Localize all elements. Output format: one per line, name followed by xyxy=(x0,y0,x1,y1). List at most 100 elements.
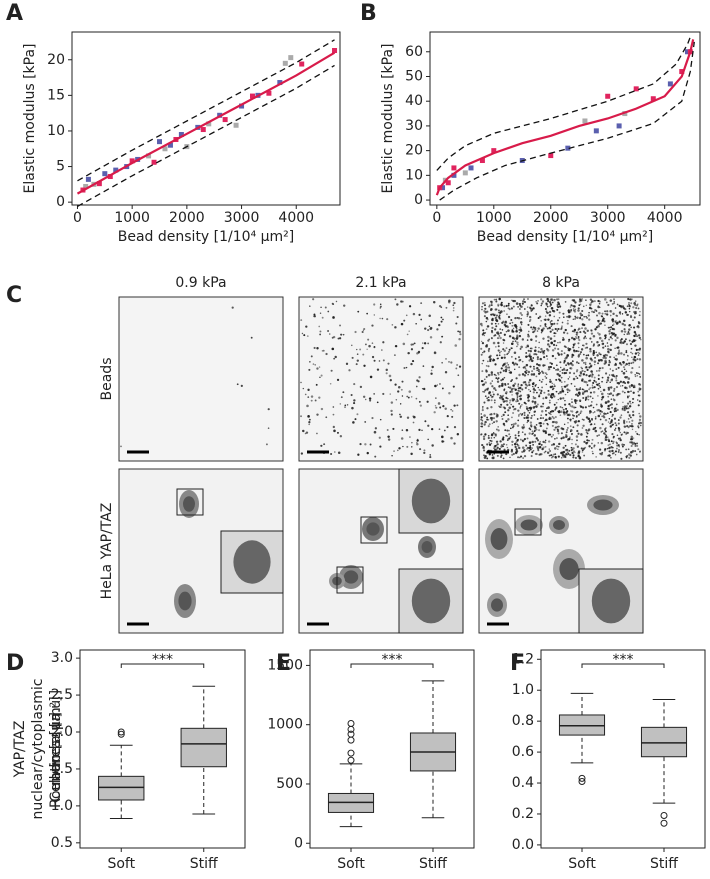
bead xyxy=(574,443,577,446)
bead xyxy=(560,381,563,383)
y-tick-label: 2.0 xyxy=(51,724,73,740)
bead xyxy=(571,443,573,445)
bead xyxy=(392,427,395,430)
bead xyxy=(518,446,521,450)
bead xyxy=(535,405,538,408)
bead xyxy=(596,340,599,344)
bead xyxy=(558,442,561,446)
bead xyxy=(507,329,510,332)
bead xyxy=(442,404,445,408)
bead xyxy=(353,402,356,405)
bead xyxy=(555,437,558,440)
bead xyxy=(593,300,596,303)
bead xyxy=(608,359,611,362)
bead xyxy=(501,378,504,381)
bead xyxy=(510,390,514,393)
bead xyxy=(589,410,592,413)
bead xyxy=(371,342,374,344)
bead xyxy=(390,413,393,416)
bead xyxy=(363,327,366,331)
bead xyxy=(516,317,519,319)
bead xyxy=(424,327,427,330)
bead xyxy=(527,333,530,336)
bead xyxy=(570,446,573,449)
bead xyxy=(427,342,430,345)
bead xyxy=(512,340,514,343)
bead xyxy=(554,328,557,330)
bead xyxy=(563,345,566,348)
bead xyxy=(534,385,537,387)
bead xyxy=(585,337,588,339)
bead xyxy=(609,348,612,352)
y-tick-label: 20 xyxy=(405,143,423,159)
bead xyxy=(591,419,593,421)
data-point xyxy=(468,165,474,171)
bead xyxy=(455,322,458,325)
bead xyxy=(584,446,587,449)
bead xyxy=(509,402,511,404)
bead xyxy=(570,449,573,452)
data-point xyxy=(96,181,102,187)
bead xyxy=(574,456,577,460)
bead xyxy=(607,404,610,407)
bead xyxy=(542,402,545,405)
bead xyxy=(543,350,546,352)
bead xyxy=(500,454,503,457)
bead xyxy=(614,363,617,366)
bead xyxy=(519,304,521,307)
bead xyxy=(435,406,438,409)
bead xyxy=(498,354,501,357)
bead xyxy=(582,353,585,356)
bead xyxy=(557,298,560,300)
bead xyxy=(513,387,515,390)
bead xyxy=(607,326,610,329)
bead xyxy=(580,410,583,413)
bead xyxy=(604,334,607,337)
bead xyxy=(588,311,590,314)
bead xyxy=(535,313,538,315)
bead xyxy=(308,368,311,371)
bead xyxy=(602,414,605,417)
bead xyxy=(593,360,597,363)
bead xyxy=(533,425,536,428)
bead xyxy=(517,434,520,437)
bead xyxy=(508,406,512,410)
bead xyxy=(617,366,620,369)
bead xyxy=(373,346,376,349)
bead xyxy=(562,337,564,339)
bead xyxy=(593,343,595,346)
bead xyxy=(502,457,505,460)
bead xyxy=(511,453,514,456)
bead xyxy=(633,340,636,343)
bead xyxy=(451,410,454,412)
bead xyxy=(313,346,316,350)
bead xyxy=(495,420,498,423)
bead xyxy=(563,423,566,426)
bead xyxy=(594,356,597,359)
bead xyxy=(600,410,604,413)
bead xyxy=(389,393,391,395)
bead xyxy=(514,436,517,440)
x-tick-label: 0 xyxy=(432,210,441,226)
bead xyxy=(355,363,358,366)
bead xyxy=(556,298,559,301)
bead xyxy=(390,401,394,404)
bead xyxy=(566,322,569,325)
bead xyxy=(491,326,494,329)
bead xyxy=(340,396,343,399)
bead xyxy=(599,386,602,389)
bead xyxy=(613,407,617,410)
bead xyxy=(491,395,494,398)
bead xyxy=(537,372,541,375)
bead xyxy=(549,337,553,340)
bead xyxy=(544,315,547,317)
bead xyxy=(506,435,509,437)
bead xyxy=(407,396,410,399)
bead xyxy=(485,320,488,323)
bead xyxy=(561,389,564,393)
bead xyxy=(594,416,597,418)
bead xyxy=(581,298,583,300)
bead xyxy=(568,376,571,378)
bead xyxy=(550,341,553,345)
bead xyxy=(571,363,574,367)
